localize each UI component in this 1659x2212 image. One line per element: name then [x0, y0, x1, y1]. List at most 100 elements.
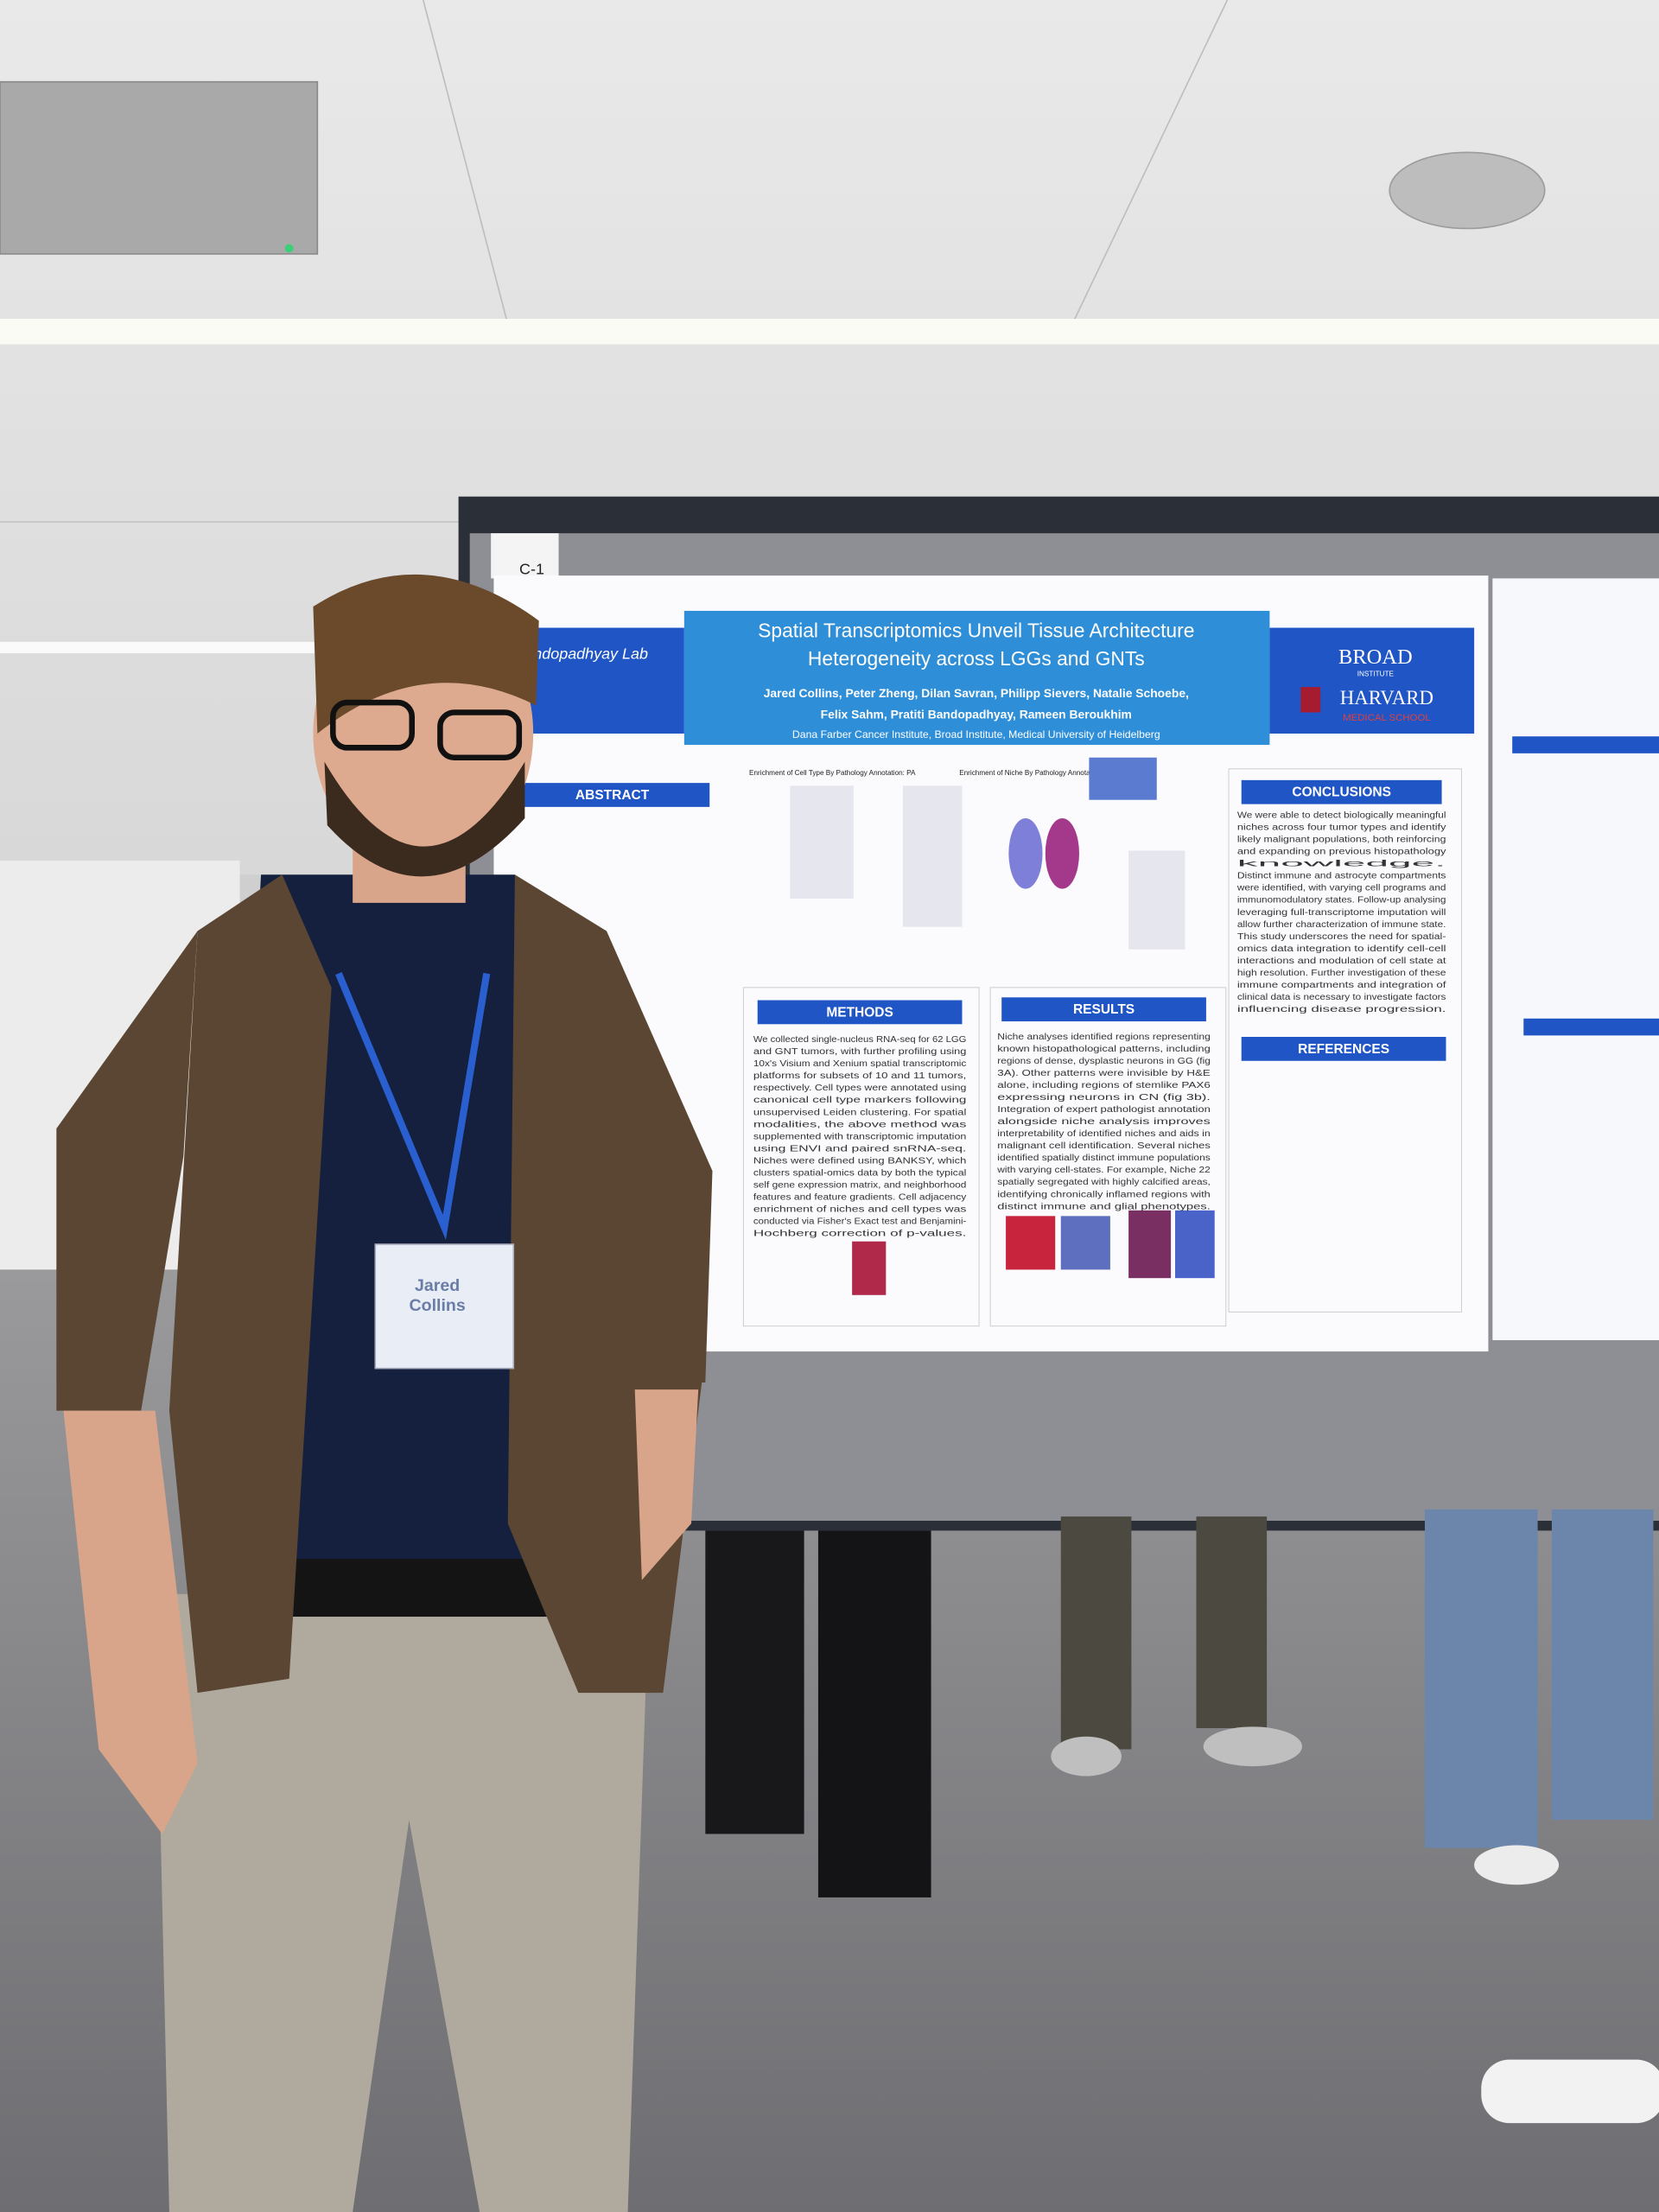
dot-plot: [1128, 850, 1185, 950]
section-body: interpretability of identified niches an…: [997, 1129, 1211, 1139]
section-body: identified spatially distinct immune pop…: [997, 1154, 1211, 1163]
poster-right-header: [1269, 627, 1475, 734]
section-body: interactions and modulation of cell stat…: [1237, 957, 1446, 966]
section-body: Niches were defined using BANKSY, which: [753, 1156, 967, 1166]
section-body: expressing neurons in CN (fig 3b).: [997, 1093, 1211, 1103]
section-body: alone, including regions of stemlike PAX…: [997, 1081, 1211, 1090]
light-strip: [0, 641, 325, 653]
section-header: [514, 783, 710, 807]
section-header: [757, 1000, 963, 1025]
air-vent: [0, 80, 319, 255]
figure-heading: Enrichment of Cell Type By Pathology Ann…: [749, 769, 916, 777]
ceiling-seam: [423, 0, 509, 325]
person-legs: [1196, 1516, 1268, 1728]
sneaker: [1051, 1736, 1122, 1777]
poster-authors: Jared Collins, Peter Zheng, Dilan Savran…: [764, 686, 1189, 700]
section-header: [1241, 1037, 1446, 1061]
person-legs: [705, 1530, 804, 1834]
hair: [313, 574, 539, 734]
dot-plot: [790, 785, 854, 899]
tissue-image: [1089, 757, 1157, 800]
section-body: omics data integration to identify cell-…: [1237, 944, 1446, 954]
jacket-left: [168, 874, 332, 1694]
section-body: Hochberg correction of p-values.: [753, 1230, 967, 1239]
section-body: 10x's Visium and Xenium spatial transcri…: [753, 1059, 967, 1069]
tissue-image: [1008, 817, 1043, 889]
hand: [63, 1410, 198, 1834]
section-body: alongside niche analysis improves: [997, 1117, 1211, 1127]
section-body: likely malignant populations, both reinf…: [1237, 836, 1446, 845]
harvard-logo: HARVARD: [1340, 687, 1433, 709]
section-body: unsupervised Leiden clustering. For spat…: [753, 1108, 967, 1117]
section-body: influencing disease progression.: [1237, 1005, 1446, 1014]
section-body: immunomodulatory states. Follow-up analy…: [1237, 896, 1446, 906]
section-body: and expanding on previous histopathology: [1237, 848, 1447, 857]
board-label: [491, 533, 559, 579]
jeans: [1424, 1509, 1538, 1848]
poster-tube: [1481, 2059, 1659, 2124]
section-heading: CONCLUSIONS: [1292, 785, 1391, 800]
dot-plot: [902, 785, 963, 927]
poster-authors: Felix Sahm, Pratiti Bandopadhyay, Rameen…: [821, 707, 1132, 721]
jeans: [1551, 1509, 1654, 1821]
section-body: 3A). Other patterns were invisible by H&…: [997, 1069, 1211, 1078]
section-body: allow further characterization of immune…: [1237, 920, 1446, 930]
tissue-image: [1006, 1216, 1056, 1270]
section-heading: METHODS: [826, 1005, 893, 1020]
jacket-sleeve: [607, 931, 713, 1382]
section-body: and GNT tumors, with further profiling u…: [753, 1047, 967, 1057]
figure-heading: Enrichment of Niche By Pathology Annotat…: [959, 769, 1138, 777]
badge-name: Collins: [409, 1296, 465, 1315]
sensor-light: [284, 244, 294, 253]
section-body: spatially segregated with highly calcifi…: [997, 1178, 1211, 1187]
section-header: [1241, 779, 1442, 804]
tissue-image: [1045, 817, 1079, 889]
poster-title-bar: [683, 610, 1270, 746]
section-heading: ABSTRACT: [575, 788, 650, 803]
section-body: known histopathological patterns, includ…: [997, 1045, 1211, 1054]
title-group: Spatial Transcriptomics Unveil Tissue Ar…: [758, 619, 1194, 740]
light-strip: [0, 318, 1659, 345]
section-body: leveraging full-transcriptome imputation…: [1237, 908, 1446, 918]
tissue-image: [1128, 1210, 1172, 1279]
section-body: Niche analyses identified regions repres…: [997, 1033, 1211, 1042]
section-body: were identified, with varying cell progr…: [1236, 884, 1446, 893]
person-legs: [1060, 1516, 1132, 1750]
hand: [634, 1389, 699, 1580]
broad-logo-sub: INSTITUTE: [1357, 671, 1395, 678]
section-heading: REFERENCES: [1298, 1042, 1389, 1057]
section-body: with varying cell-states. For example, N…: [996, 1166, 1211, 1175]
beard: [324, 761, 525, 877]
section-body: clinical data is necessary to investigat…: [1237, 993, 1446, 1002]
section-body: modalities, the above method was: [753, 1120, 967, 1129]
section-body: high resolution. Further investigation o…: [1237, 969, 1446, 978]
section-header: [1001, 997, 1206, 1022]
section-body: clusters spatial-omics data by both the …: [753, 1168, 967, 1178]
harvard-shield: [1300, 687, 1321, 713]
heatmap: [852, 1241, 887, 1295]
section-body: identifying chronically inflamed regions…: [997, 1190, 1211, 1199]
section-body: distinct immune and glial phenotypes.: [997, 1202, 1211, 1211]
section-body: respectively. Cell types were annotated …: [753, 1084, 967, 1093]
section-body: knowledge.: [1237, 860, 1446, 869]
section-body: enrichment of niches and cell types was: [753, 1205, 967, 1215]
poster-affiliation: Dana Farber Cancer Institute, Broad Inst…: [792, 728, 1160, 741]
section-body: malignant cell identification. Several n…: [997, 1141, 1211, 1151]
poster-title: Heterogeneity across LGGs and GNTs: [808, 647, 1145, 670]
section-body: Distinct immune and astrocyte compartmen…: [1237, 872, 1446, 881]
section-body: immune compartments and integration of: [1237, 981, 1446, 990]
tissue-image: [1060, 1216, 1110, 1270]
jacket-sleeve: [56, 931, 198, 1411]
right-column: [1228, 768, 1462, 1313]
section-body: supplemented with transcriptomic imputat…: [753, 1132, 967, 1141]
person-legs: [817, 1530, 931, 1897]
sneaker: [1203, 1726, 1302, 1767]
pants: [155, 1593, 650, 2212]
section-body: We collected single-nucleus RNA-seq for …: [753, 1035, 967, 1045]
speaker: [1389, 151, 1546, 230]
tissue-image: [1175, 1210, 1215, 1279]
sections: ABSTRACT CONCLUSIONS We were able to detec…: [514, 779, 1447, 1239]
section-body: features and feature gradients. Cell adj…: [753, 1193, 967, 1203]
